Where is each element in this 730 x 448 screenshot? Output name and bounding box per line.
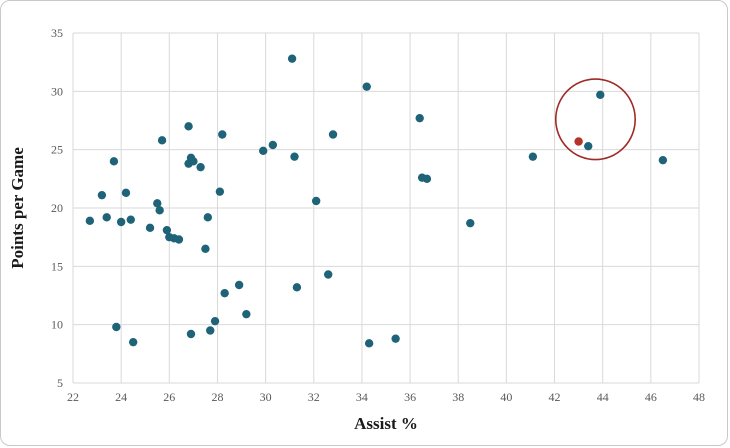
data-point [206, 326, 215, 335]
data-point [422, 174, 432, 184]
data-point [362, 82, 371, 91]
data-point [112, 322, 121, 332]
y-axis-title: Points per Game [8, 147, 27, 269]
data-point [145, 223, 155, 233]
data-point [268, 140, 278, 150]
x-tick-label: 24 [115, 390, 127, 404]
data-point [259, 146, 268, 156]
y-tick-label: 30 [51, 84, 63, 98]
y-tick-label: 20 [51, 201, 63, 215]
data-point [324, 270, 333, 279]
x-tick-label: 26 [163, 390, 175, 404]
y-tick-label: 5 [57, 376, 63, 390]
data-point [85, 216, 95, 226]
data-point [596, 90, 605, 100]
annotation-circle [554, 78, 636, 161]
x-tick-label: 44 [597, 390, 609, 404]
data-point [292, 283, 302, 292]
data-point [184, 122, 193, 131]
x-axis-title: Assist % [354, 414, 418, 433]
y-tick-label: 15 [51, 259, 63, 273]
data-point [311, 196, 321, 206]
data-point [287, 54, 297, 63]
data-point [162, 225, 172, 235]
data-point [203, 213, 213, 222]
data-point [109, 157, 119, 166]
data-point [116, 217, 126, 227]
x-tick-label: 40 [500, 390, 512, 404]
data-point [155, 206, 164, 215]
x-tick-label: 38 [452, 390, 464, 404]
data-point [196, 162, 205, 172]
x-tick-label: 28 [211, 390, 223, 404]
data-point [220, 288, 229, 298]
x-tick-label: 34 [356, 390, 368, 404]
data-point [364, 339, 374, 348]
data-point [242, 309, 251, 319]
x-tick-label: 22 [67, 390, 79, 404]
data-point [528, 152, 538, 161]
data-point [121, 188, 131, 198]
data-point [391, 334, 400, 343]
x-tick-label: 42 [549, 390, 561, 404]
data-point [201, 244, 210, 254]
data-point [102, 213, 111, 222]
data-point [174, 235, 184, 244]
data-point [157, 136, 167, 145]
data-point [328, 130, 338, 139]
data-point [584, 141, 593, 151]
y-tick-label: 10 [51, 318, 63, 332]
highlighted-data-point [574, 137, 583, 146]
x-tick-label: 36 [404, 390, 416, 404]
data-point [466, 218, 475, 228]
data-point [415, 113, 424, 123]
x-tick-label: 30 [260, 390, 272, 404]
y-tick-label: 25 [51, 143, 63, 157]
data-point [126, 215, 135, 224]
x-tick-label: 46 [645, 390, 657, 404]
data-point [658, 155, 668, 165]
data-point [290, 152, 299, 161]
data-point [218, 130, 227, 139]
y-tick-label: 35 [51, 26, 63, 40]
data-point [128, 337, 138, 347]
x-tick-label: 48 [693, 390, 705, 404]
data-point [215, 187, 225, 196]
data-point [189, 157, 198, 166]
x-tick-label: 32 [308, 390, 320, 404]
data-point [234, 280, 244, 290]
data-point [153, 199, 162, 208]
data-point [186, 329, 196, 339]
data-point [210, 316, 220, 326]
data-point [97, 190, 107, 200]
